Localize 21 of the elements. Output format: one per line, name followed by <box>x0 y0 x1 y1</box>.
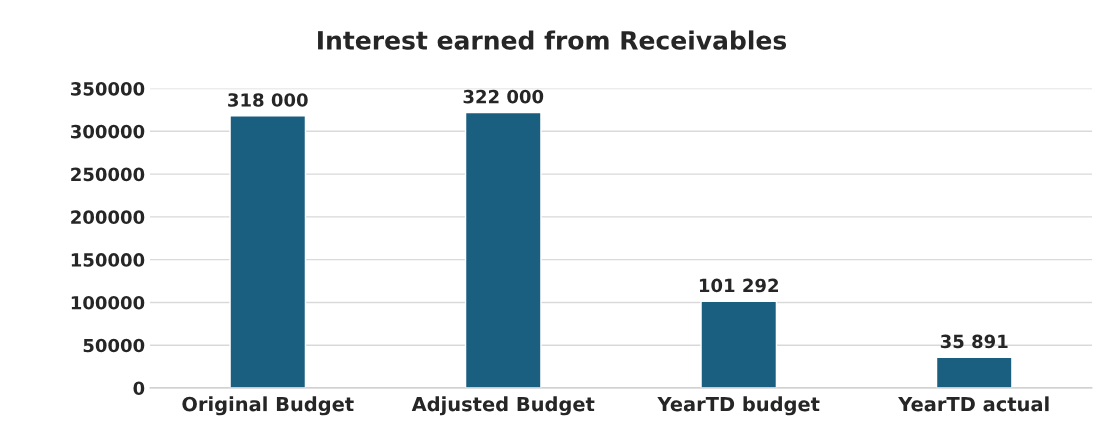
bar <box>700 300 778 388</box>
y-tick-label: 350000 <box>70 82 145 96</box>
y-tick-label: 150000 <box>71 253 145 267</box>
data-label: 322 000 <box>463 89 544 104</box>
bar <box>464 111 542 388</box>
x-tick-label: Original Budget <box>182 396 354 416</box>
y-tick-label: 0 <box>133 381 145 396</box>
data-label: 101 292 <box>699 278 778 293</box>
bar <box>935 356 1013 388</box>
y-tick-label: 250000 <box>71 167 145 182</box>
y-tick-label: 300000 <box>70 124 145 139</box>
y-tick-label: 200000 <box>71 210 145 224</box>
y-tick-label: 100000 <box>71 295 145 310</box>
x-tick-label: YearTD budget <box>657 396 820 416</box>
y-tick-label: 50000 <box>83 338 145 353</box>
data-label: 35 891 <box>940 334 1008 349</box>
chart-title: Interest earned from Receivables <box>318 30 787 50</box>
bar <box>229 115 307 388</box>
data-label: 318 000 <box>228 93 308 107</box>
x-tick-label: YearTD actual <box>898 396 1049 412</box>
x-tick-label: Adjusted Budget <box>411 396 595 416</box>
